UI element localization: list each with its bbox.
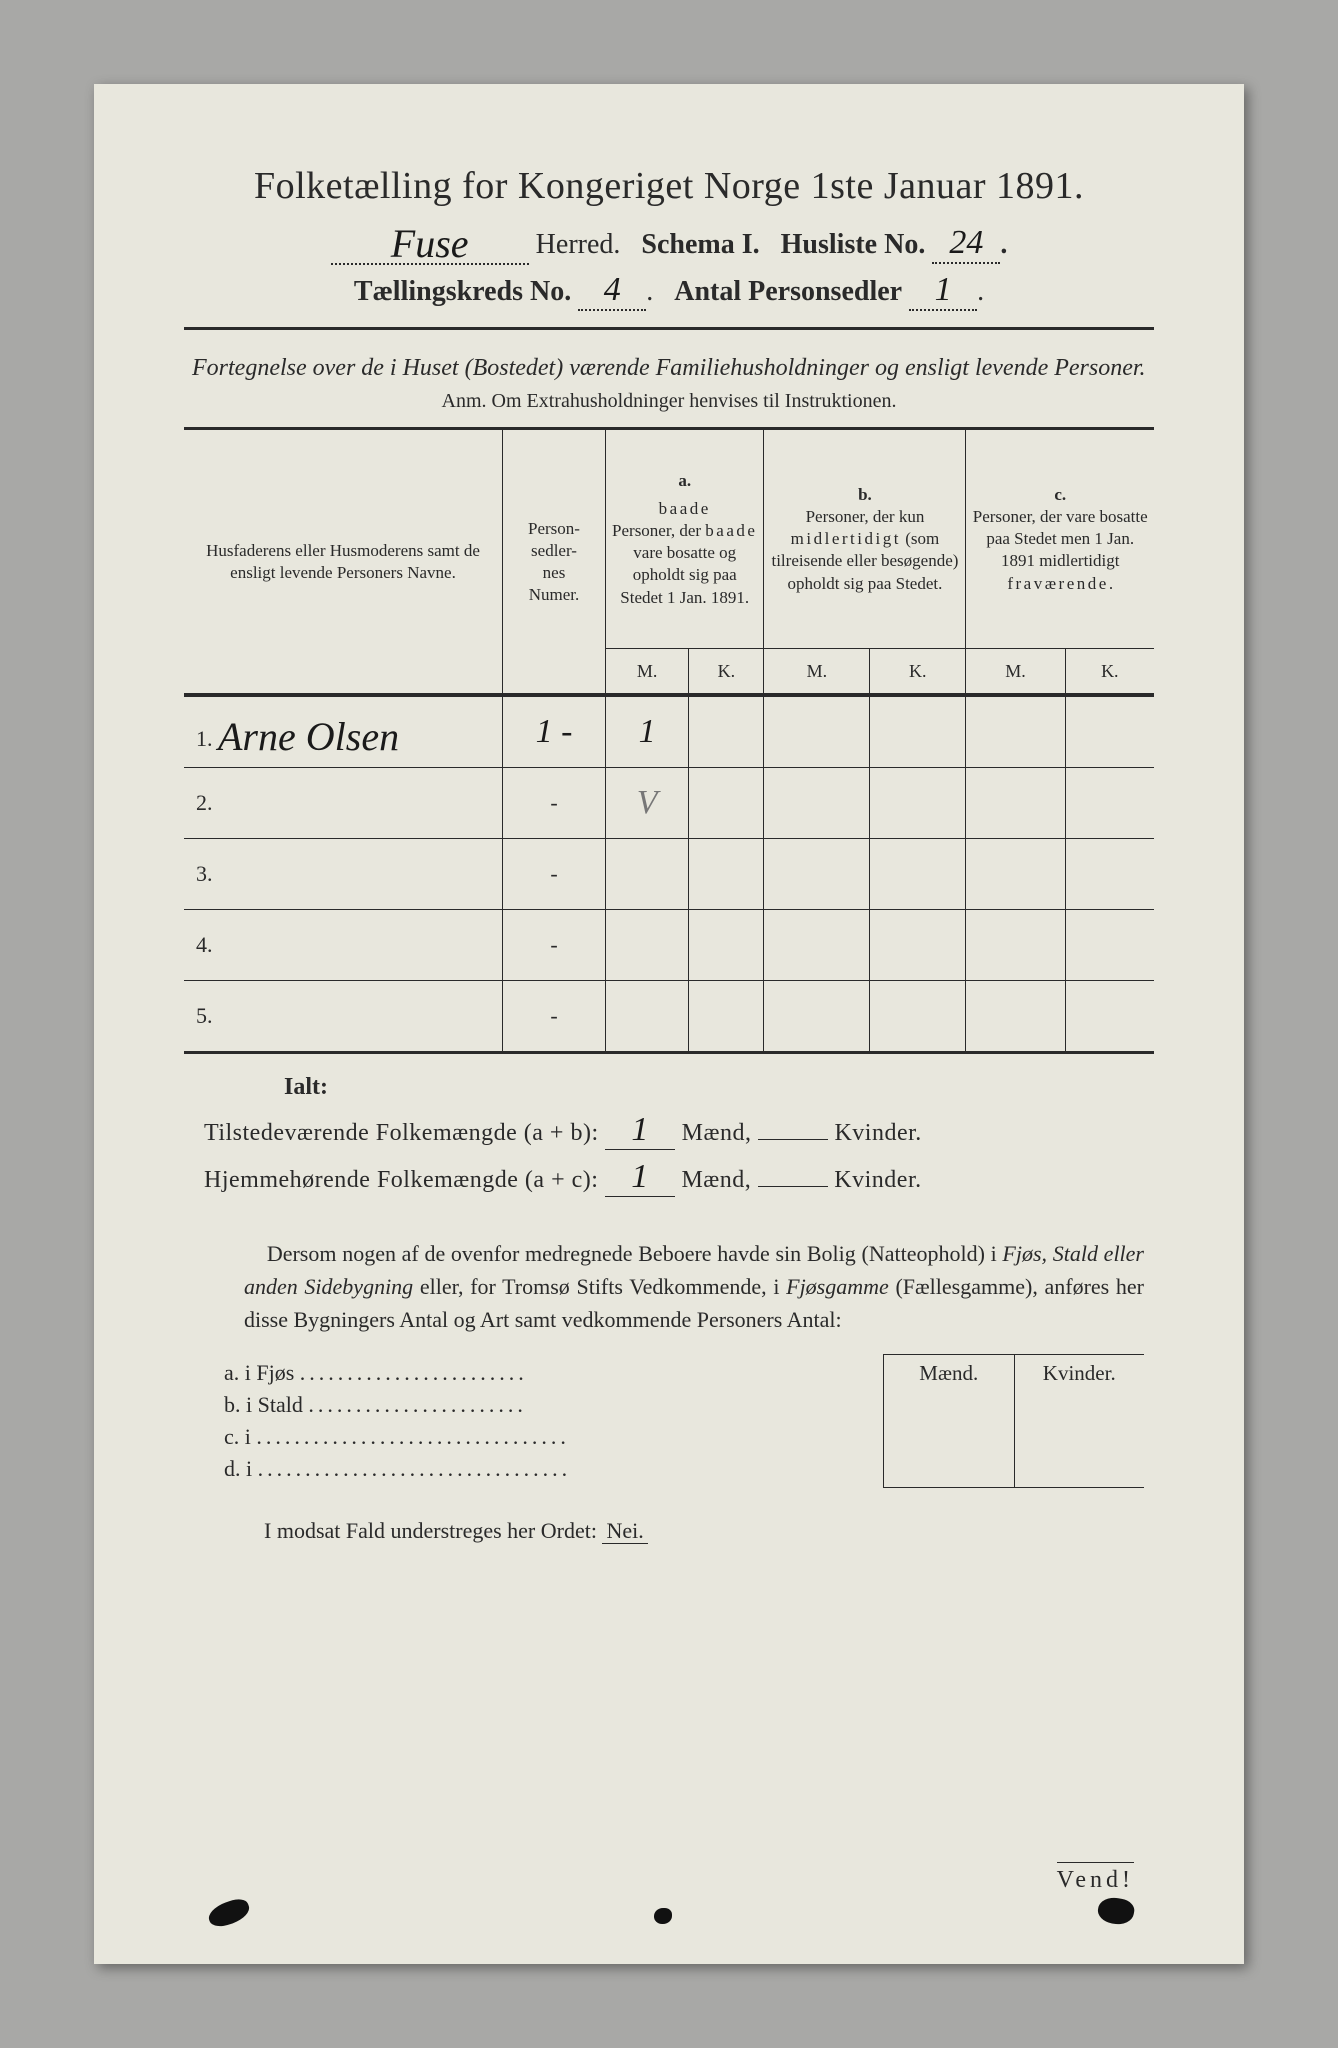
cell bbox=[870, 839, 966, 910]
census-table: Husfaderens eller Husmoderens samt de en… bbox=[184, 427, 1154, 1054]
table-row: 2. bbox=[184, 768, 503, 839]
cell: - bbox=[503, 839, 606, 910]
schema-label: Schema I. bbox=[641, 229, 759, 260]
inkblot-icon bbox=[1096, 1895, 1136, 1927]
cell bbox=[966, 910, 1065, 981]
herred-field: Fuse bbox=[331, 216, 529, 265]
table-row: 1. Arne Olsen bbox=[184, 695, 503, 768]
ialt-label: Ialt: bbox=[284, 1074, 1154, 1101]
census-form: Folketælling for Kongeriget Norge 1ste J… bbox=[94, 84, 1244, 1964]
sum-present: Tilstedeværende Folkemængde (a + b): 1 M… bbox=[204, 1111, 1154, 1150]
cell: V bbox=[606, 768, 689, 839]
personsdler-label: Antal Personsedler bbox=[674, 276, 902, 307]
building-row: b. i Stald ....................... bbox=[224, 1392, 883, 1418]
cell bbox=[764, 695, 870, 768]
sum-field bbox=[758, 1139, 828, 1140]
col-name-header: Husfaderens eller Husmoderens samt de en… bbox=[184, 429, 503, 696]
building-row: a. i Fjøs ........................ bbox=[224, 1360, 883, 1386]
header-line-1: Fuse Herred. Schema I. Husliste No. 24. bbox=[184, 216, 1154, 265]
cell bbox=[1065, 768, 1154, 839]
mk-header: M. bbox=[966, 649, 1065, 696]
cell bbox=[870, 981, 966, 1053]
cell bbox=[689, 839, 764, 910]
kreds-value: 4 bbox=[604, 271, 621, 308]
building-block: a. i Fjøs ........................ b. i … bbox=[224, 1354, 1144, 1488]
col-sedler-header: Person- sedler- nes Numer. bbox=[503, 429, 606, 696]
cell: - bbox=[503, 768, 606, 839]
cell bbox=[966, 695, 1065, 768]
herred-value: Fuse bbox=[391, 221, 469, 266]
personsdler-value: 1 bbox=[935, 271, 952, 308]
cell bbox=[606, 910, 689, 981]
husliste-value: 24 bbox=[949, 224, 983, 261]
cell: - bbox=[503, 910, 606, 981]
cell bbox=[689, 768, 764, 839]
mk-header: K. bbox=[1065, 649, 1154, 696]
building-row: c. i ................................. bbox=[224, 1424, 883, 1450]
cell bbox=[1065, 695, 1154, 768]
col-b-header: b. Personer, der kun midlertidigt (som t… bbox=[764, 429, 966, 649]
kreds-field: 4 bbox=[578, 271, 646, 311]
sum-resident: Hjemmehørende Folkemængde (a + c): 1 Mæn… bbox=[204, 1158, 1154, 1197]
sum-field: 1 bbox=[605, 1111, 675, 1150]
mk-col: Kvinder. bbox=[1015, 1355, 1145, 1487]
building-paragraph: Dersom nogen af de ovenfor medregnede Be… bbox=[244, 1237, 1144, 1336]
intro-text: Fortegnelse over de i Huset (Bostedet) v… bbox=[192, 352, 1146, 384]
nei-word: Nei. bbox=[602, 1518, 647, 1544]
husliste-field: 24 bbox=[932, 224, 1000, 264]
anm-text: Anm. Om Extrahusholdninger henvises til … bbox=[184, 390, 1154, 413]
cell bbox=[689, 695, 764, 768]
cell bbox=[1065, 981, 1154, 1053]
cell bbox=[966, 981, 1065, 1053]
mk-col: Mænd. bbox=[884, 1355, 1015, 1487]
cell: 1 - bbox=[503, 695, 606, 768]
nei-line: I modsat Fald understreges her Ordet: Ne… bbox=[264, 1518, 1154, 1544]
cell: - bbox=[503, 981, 606, 1053]
inkblot-icon bbox=[654, 1908, 672, 1924]
cell bbox=[870, 768, 966, 839]
cell bbox=[764, 910, 870, 981]
cell bbox=[764, 981, 870, 1053]
cell bbox=[1065, 839, 1154, 910]
col-c-header: c. Personer, der vare bosatte paa Stedet… bbox=[966, 429, 1154, 649]
cell bbox=[606, 981, 689, 1053]
personsdler-field: 1 bbox=[909, 271, 977, 311]
kreds-label: Tællingskreds No. bbox=[354, 276, 571, 307]
sum-field: 1 bbox=[605, 1158, 675, 1197]
cell bbox=[689, 981, 764, 1053]
building-list: a. i Fjøs ........................ b. i … bbox=[224, 1354, 883, 1488]
mk-header: M. bbox=[606, 649, 689, 696]
cell bbox=[689, 910, 764, 981]
table-row: 4. bbox=[184, 910, 503, 981]
table-row: 5. bbox=[184, 981, 503, 1053]
herred-label: Herred. bbox=[536, 229, 621, 260]
vend-label: Vend! bbox=[1057, 1862, 1134, 1894]
cell bbox=[764, 839, 870, 910]
building-mk-box: Mænd. Kvinder. bbox=[883, 1354, 1144, 1488]
table-row: 3. bbox=[184, 839, 503, 910]
mk-header: K. bbox=[870, 649, 966, 696]
sum-field bbox=[758, 1186, 828, 1187]
cell bbox=[1065, 910, 1154, 981]
cell bbox=[966, 768, 1065, 839]
mk-header: M. bbox=[764, 649, 870, 696]
page-title: Folketælling for Kongeriget Norge 1ste J… bbox=[184, 164, 1154, 208]
mk-header: K. bbox=[689, 649, 764, 696]
header-line-2: Tællingskreds No. 4. Antal Personsedler … bbox=[184, 271, 1154, 311]
husliste-label: Husliste No. bbox=[781, 229, 926, 260]
cell bbox=[764, 768, 870, 839]
cell: 1 bbox=[606, 695, 689, 768]
col-a-header: a. baade Personer, der baade vare bosatt… bbox=[606, 429, 764, 649]
cell bbox=[870, 910, 966, 981]
divider bbox=[184, 327, 1154, 330]
cell bbox=[606, 839, 689, 910]
cell bbox=[870, 695, 966, 768]
building-row: d. i ................................. bbox=[224, 1456, 883, 1482]
cell bbox=[966, 839, 1065, 910]
inkblot-icon bbox=[206, 1895, 253, 1930]
